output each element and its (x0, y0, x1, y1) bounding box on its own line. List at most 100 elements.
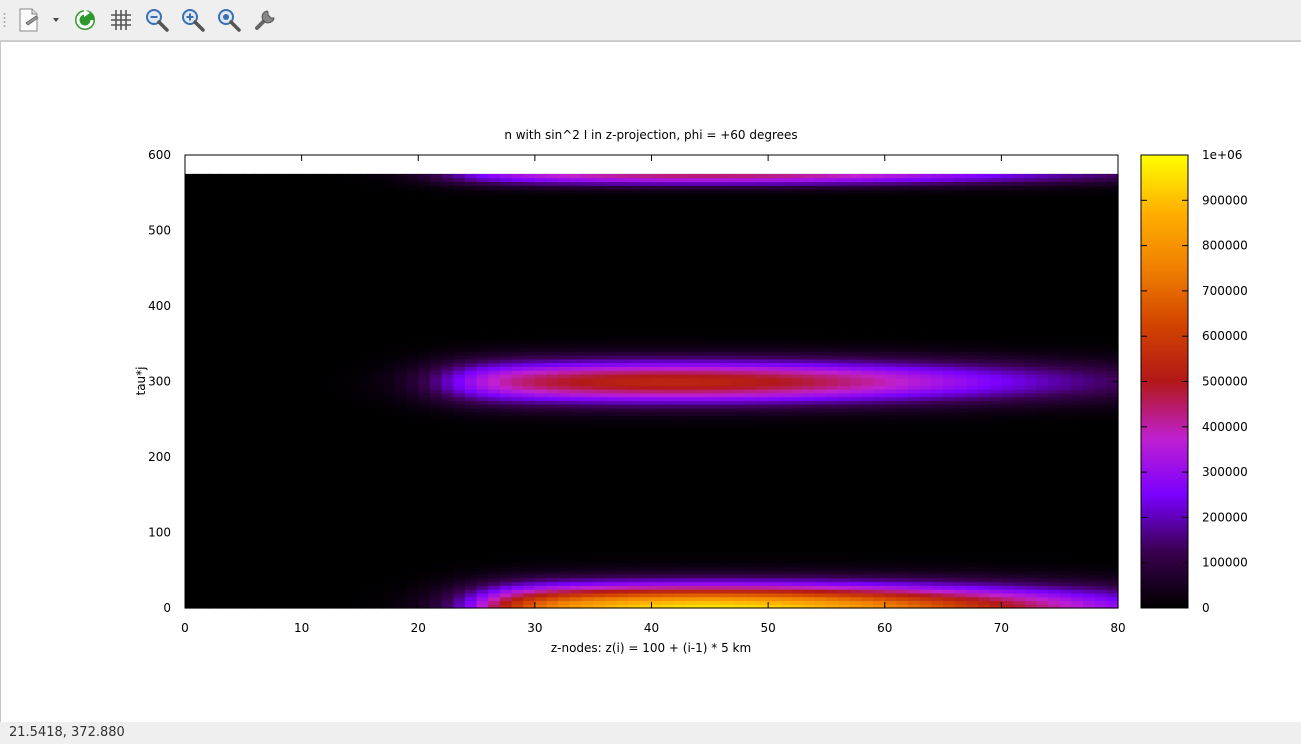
heatmap-cell (616, 419, 629, 424)
heatmap-cell (278, 328, 291, 334)
heatmap-cell (616, 517, 629, 522)
heatmap-cell (243, 400, 256, 405)
heatmap-cell (558, 181, 571, 186)
heatmap-cell (196, 283, 209, 288)
heatmap-cell (651, 256, 664, 262)
heatmap-cell (616, 377, 629, 383)
heatmap-cell (499, 483, 513, 488)
heatmap-cell (418, 589, 431, 594)
heatmap-cell (546, 524, 559, 530)
heatmap-cell (243, 574, 256, 579)
heatmap-cell (185, 540, 198, 545)
heatmap-cell (278, 313, 291, 318)
heatmap-cell (453, 506, 466, 511)
settings-button[interactable] (250, 6, 280, 34)
heatmap-cell (558, 185, 571, 190)
heatmap-cell (534, 215, 548, 220)
heatmap-cell (663, 574, 676, 579)
heatmap-cell (616, 245, 629, 250)
heatmap-cell (674, 419, 688, 424)
grid-button[interactable] (106, 6, 136, 34)
export-button[interactable] (14, 6, 44, 34)
heatmap-cell (558, 464, 571, 469)
heatmap-cell (406, 238, 419, 243)
replot-button[interactable] (70, 6, 100, 34)
heatmap-cell (558, 211, 571, 216)
heatmap-cell (301, 441, 314, 447)
heatmap-cell (418, 475, 431, 481)
heatmap-cell (499, 457, 513, 462)
plot-canvas[interactable]: n with sin^2 I in z-projection, phi = +6… (0, 41, 1301, 723)
zoom-reset-button[interactable] (214, 6, 244, 34)
heatmap-cell (464, 555, 478, 560)
heatmap-cell (488, 207, 501, 213)
heatmap-cell (534, 211, 548, 216)
heatmap-cell (569, 275, 583, 281)
heatmap-cell (464, 404, 478, 409)
heatmap-cell (686, 604, 699, 609)
heatmap-cell (569, 392, 583, 398)
heatmap-cell (663, 415, 676, 420)
toolbar-grip-icon[interactable] (3, 12, 6, 28)
heatmap-cell (278, 268, 291, 273)
heatmap-cell (663, 532, 676, 537)
heatmap-cell (464, 396, 478, 401)
heatmap-cell (523, 524, 536, 530)
heatmap-cell (336, 347, 349, 352)
heatmap-cell (254, 185, 268, 190)
heatmap-cell (511, 490, 524, 496)
heatmap-cell (208, 494, 221, 500)
heatmap-cell (663, 528, 676, 534)
heatmap-cell (208, 306, 221, 311)
heatmap-cell (266, 498, 279, 503)
heatmap-cell (336, 370, 349, 375)
heatmap-cell (593, 226, 606, 232)
heatmap-cell (616, 604, 629, 609)
heatmap-cell (476, 355, 489, 360)
heatmap-cell (289, 347, 303, 352)
heatmap-cell (371, 230, 384, 235)
heatmap-cell (348, 234, 361, 239)
heatmap-cell (383, 343, 396, 349)
heatmap-cell (674, 513, 688, 518)
heatmap-cell (185, 487, 198, 492)
heatmap-cell (208, 419, 221, 424)
heatmap-cell (429, 317, 443, 322)
heatmap-cell (313, 509, 326, 515)
heatmap-cell (534, 532, 548, 537)
heatmap-cell (418, 196, 431, 201)
heatmap-cell (499, 275, 513, 281)
heatmap-cell (476, 279, 489, 284)
heatmap-cell (569, 313, 583, 318)
zoom-in-button[interactable] (178, 6, 208, 34)
heatmap-cell (499, 521, 513, 526)
heatmap-cell (639, 313, 653, 318)
heatmap-cell (266, 483, 279, 488)
heatmap-cell (383, 321, 396, 326)
heatmap-cell (301, 453, 314, 458)
heatmap-cell (464, 468, 478, 473)
heatmap-cell (254, 192, 268, 198)
heatmap-cell (593, 426, 606, 432)
heatmap-cell (558, 264, 571, 269)
heatmap-cell (639, 392, 653, 398)
heatmap-cell (593, 577, 606, 583)
heatmap-cell (394, 238, 408, 243)
heatmap-cell (651, 400, 664, 405)
heatmap-cell (394, 362, 408, 367)
heatmap-cell (336, 434, 349, 439)
heatmap-cell (289, 192, 303, 198)
zoom-out-button[interactable] (142, 6, 172, 34)
heatmap-cell (429, 577, 443, 583)
heatmap-cell (534, 260, 548, 266)
heatmap-cell (254, 506, 268, 511)
heatmap-cell (185, 472, 198, 477)
heatmap-cell (523, 562, 536, 568)
heatmap-cell (418, 596, 431, 602)
heatmap-cell (383, 585, 396, 590)
heatmap-cell (278, 272, 291, 277)
heatmap-chart[interactable]: n with sin^2 I in z-projection, phi = +6… (1, 42, 1301, 722)
heatmap-cell (429, 264, 443, 269)
export-menu-button[interactable] (48, 6, 64, 34)
heatmap-cell (488, 392, 501, 398)
